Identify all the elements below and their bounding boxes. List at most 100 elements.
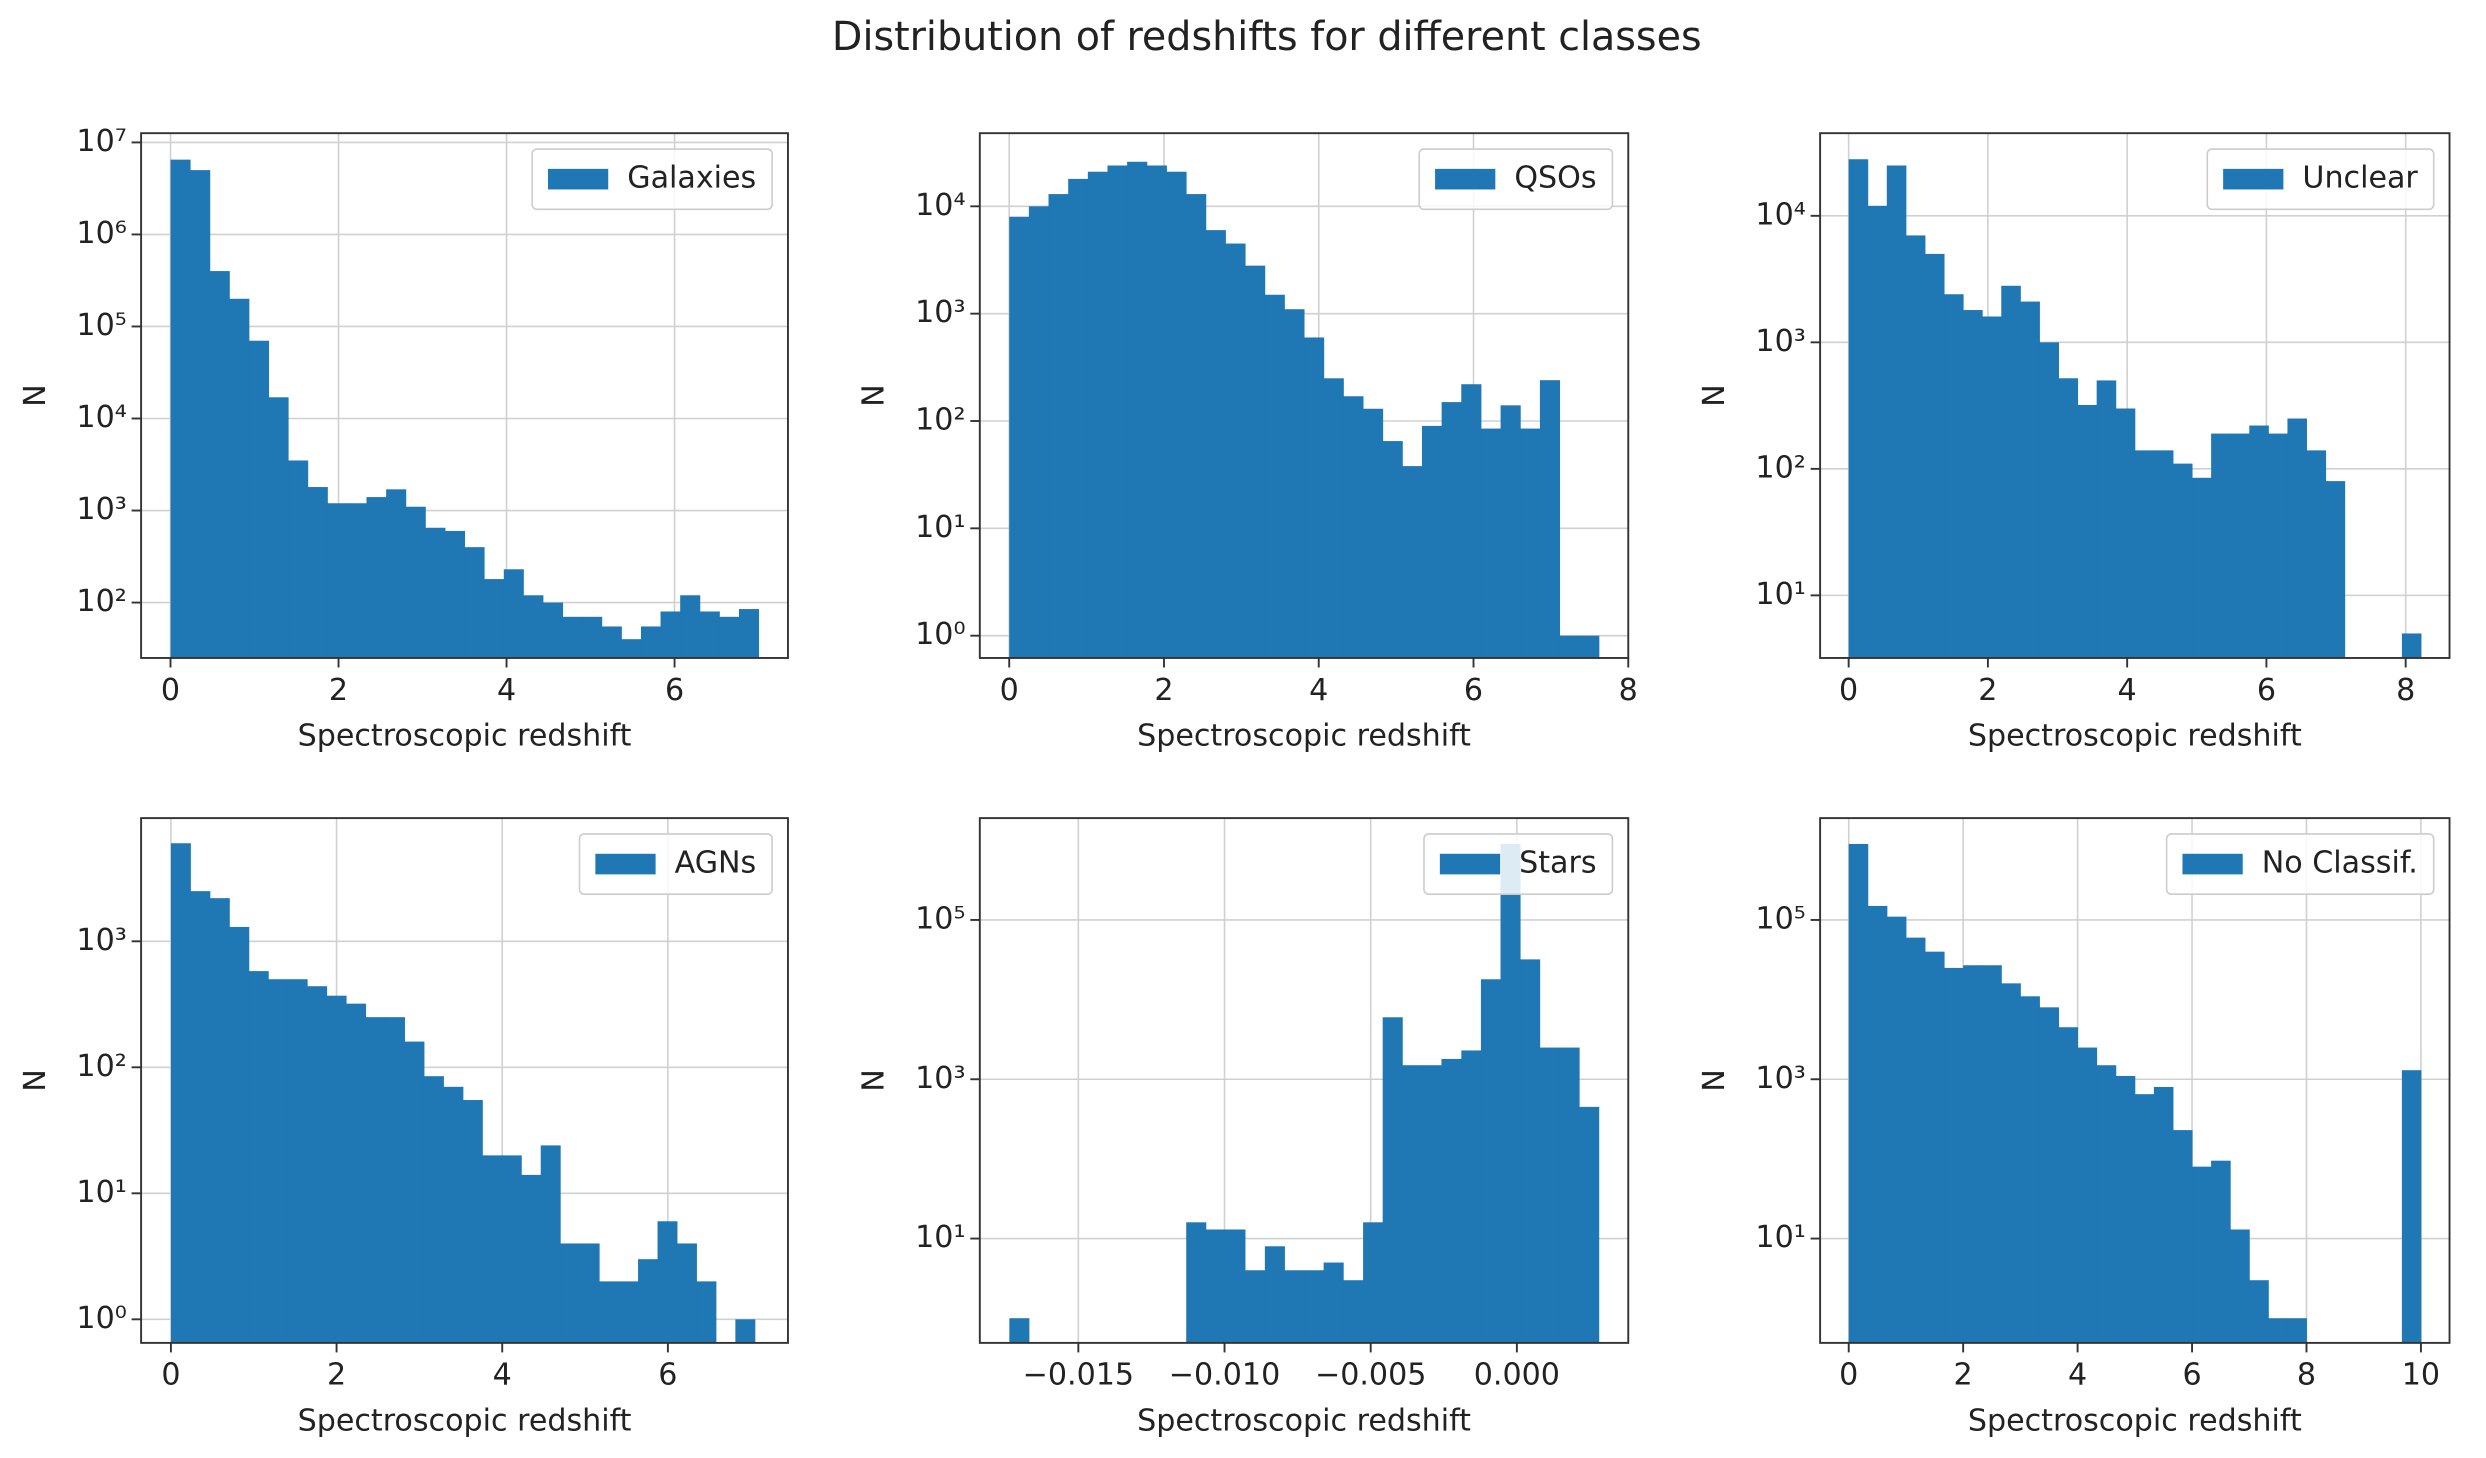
histogram-bar (190, 170, 211, 658)
y-tick-label: 10¹ (76, 1175, 126, 1210)
x-tick-label: 0.000 (1474, 1358, 1560, 1393)
axes-frame (140, 817, 789, 1344)
legend-swatch (2223, 168, 2284, 190)
histogram-bar (1186, 1222, 1207, 1343)
histogram-bar (288, 460, 309, 658)
histogram-bar (1028, 206, 1050, 658)
y-axis-label: N (18, 384, 53, 407)
y-axis-label: N (857, 384, 892, 407)
histogram-bar (542, 602, 564, 658)
histogram-bar (1421, 425, 1443, 658)
histogram-bar (307, 986, 328, 1343)
histogram-bar (229, 298, 250, 658)
histogram-bar (2172, 1130, 2193, 1343)
histogram-bar (346, 503, 367, 658)
legend: Stars (1423, 833, 1614, 895)
histogram-bar (2211, 433, 2231, 658)
legend: QSOs (1418, 148, 1614, 211)
histogram-bar (1107, 165, 1128, 658)
x-tick-label: 4 (493, 1358, 512, 1393)
histogram-bar (423, 1076, 444, 1343)
histogram-bar (1402, 1065, 1423, 1343)
histogram-bar (386, 489, 407, 658)
histogram-bar (2325, 481, 2346, 658)
histogram-bar (523, 595, 544, 658)
y-tick-label: 10² (1755, 450, 1805, 485)
legend: Unclear (2206, 148, 2435, 211)
histogram-bar (1343, 1280, 1364, 1343)
legend-frame (1423, 833, 1614, 895)
histogram-bar (1186, 194, 1207, 658)
y-tick-label: 10⁰ (915, 617, 965, 652)
histogram-bar (696, 1281, 717, 1343)
x-tick-label: 8 (1619, 673, 1638, 708)
x-tick-label: 6 (2257, 673, 2276, 708)
y-axis-label: N (18, 1069, 53, 1092)
histogram-bar (1363, 1222, 1384, 1343)
y-tick-label: 10³ (76, 923, 126, 958)
histogram-bar (1500, 405, 1521, 658)
histogram-bar (676, 1243, 697, 1343)
legend-swatch (595, 853, 656, 875)
y-tick-label: 10⁵ (915, 901, 965, 936)
histogram-bar (1886, 165, 1907, 658)
histogram-bar (385, 1017, 405, 1343)
histogram-bar (268, 397, 289, 658)
x-tick-label: 2 (327, 1358, 346, 1393)
histogram-bar (1886, 916, 1907, 1343)
histogram-bar (660, 611, 681, 658)
legend-swatch (547, 168, 609, 190)
histogram-bar (327, 503, 348, 658)
histogram-bar (1539, 380, 1561, 658)
histogram-bar (735, 1319, 756, 1343)
legend-label: QSOs (1514, 161, 1596, 196)
histogram-bar (1559, 635, 1580, 658)
axes-frame (140, 132, 789, 659)
legend: No Classif. (2165, 833, 2435, 895)
histogram-bar (1944, 967, 1964, 1343)
y-tick-label: 10³ (76, 492, 126, 527)
x-axis-label: Spectroscopic redshift (1137, 1404, 1471, 1439)
histogram-bar (443, 1086, 464, 1343)
x-tick-label: 4 (2068, 1358, 2087, 1393)
legend-label: Unclear (2302, 161, 2418, 196)
axes-frame (1819, 132, 2451, 659)
y-tick-label: 10³ (1755, 1061, 1805, 1096)
histogram-bar (2001, 983, 2021, 1343)
histogram-bar (248, 340, 270, 658)
histogram-bar (1982, 316, 2002, 658)
histogram-bar (601, 626, 622, 658)
legend: Galaxies (531, 148, 773, 211)
legend-label: No Classif. (2262, 846, 2418, 881)
legend-label: AGNs (675, 846, 757, 881)
histogram-bar (618, 1281, 639, 1343)
histogram-bar (1539, 1047, 1561, 1343)
y-tick-label: 10⁵ (76, 308, 126, 343)
histogram-bar (2115, 408, 2136, 658)
y-tick-label: 10² (915, 402, 965, 437)
histogram-bar (1848, 843, 1869, 1343)
histogram-bar (1009, 216, 1030, 658)
histogram-bar (1264, 294, 1285, 658)
histogram-bar (2001, 285, 2021, 658)
histogram-bar (540, 1145, 561, 1343)
histogram-bar (1421, 1065, 1442, 1343)
x-tick-label: 6 (658, 1358, 677, 1393)
histogram-bar (1520, 428, 1541, 658)
axes-frame (1819, 817, 2451, 1344)
histogram-bar (2115, 1075, 2136, 1343)
legend-label: Galaxies (627, 161, 756, 196)
histogram-bar (1009, 1318, 1030, 1343)
y-tick-label: 10⁶ (76, 216, 126, 251)
histogram-bar (1441, 1058, 1462, 1343)
y-tick-label: 10⁴ (915, 188, 965, 223)
histogram-bar (1146, 165, 1167, 658)
histogram-bar (2211, 1160, 2231, 1343)
histogram-bar (1461, 384, 1482, 658)
histogram-bar (1579, 1106, 1600, 1343)
axes-frame (978, 132, 1630, 659)
histogram-bar (405, 506, 426, 658)
histogram-bar (1205, 230, 1226, 658)
histogram-bar (2287, 418, 2307, 658)
